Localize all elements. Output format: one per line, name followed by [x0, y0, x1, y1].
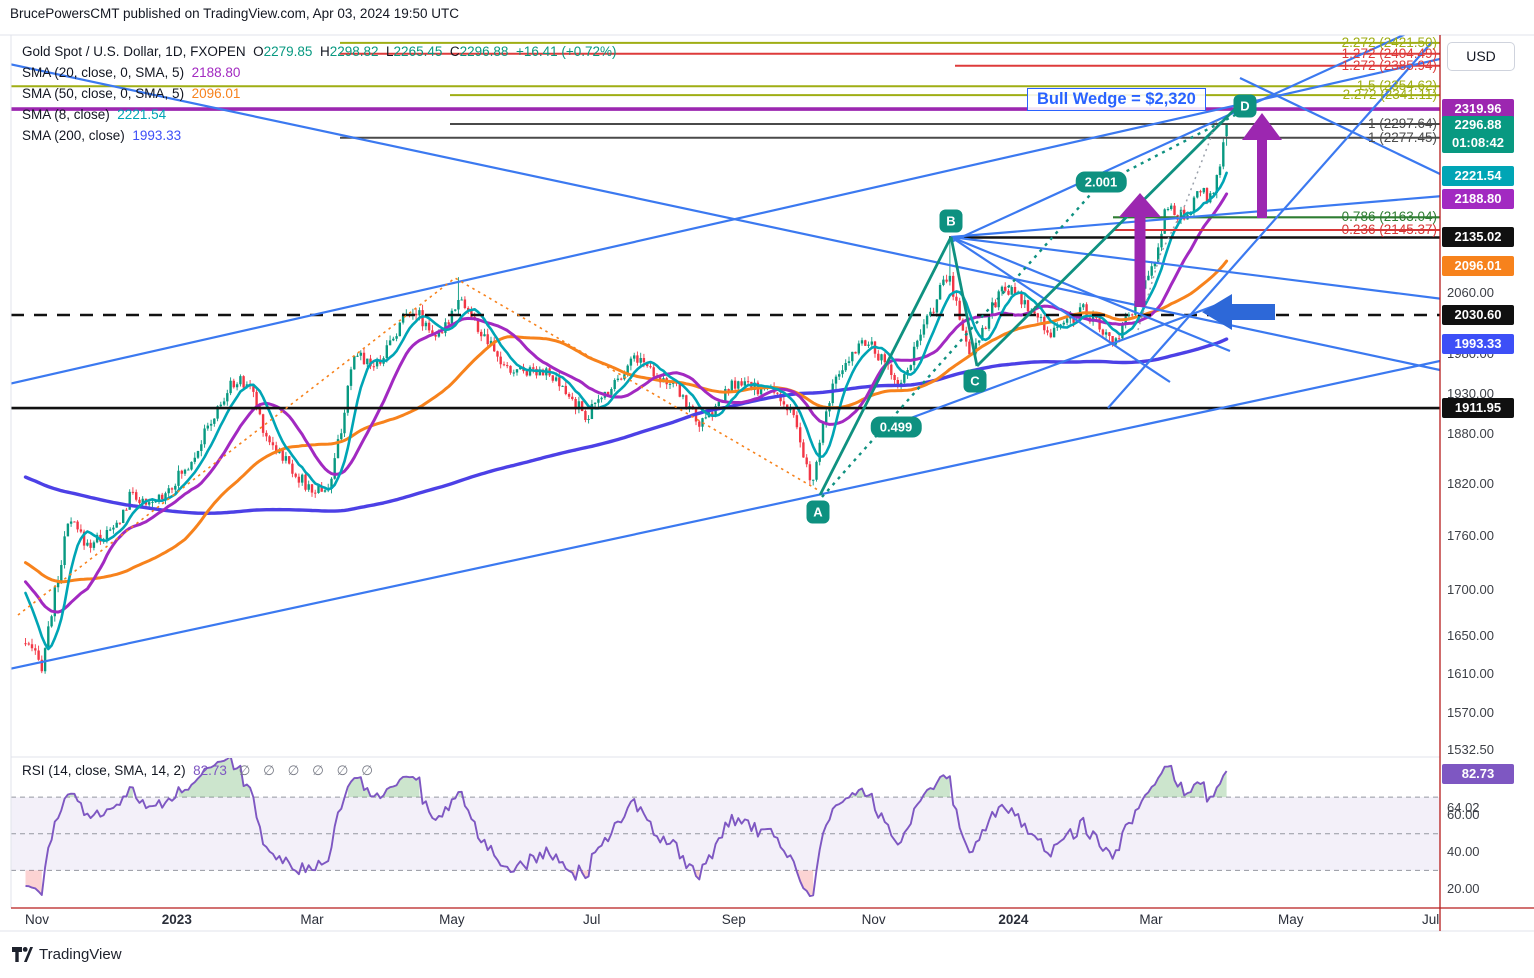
price-badge-2096.01: 2096.01: [1442, 255, 1514, 276]
price-tick: 1760.00: [1447, 528, 1494, 544]
time-label-Nov: Nov: [861, 912, 886, 927]
time-label-2023: 2023: [161, 912, 192, 927]
time-label-Jul: Jul: [1421, 912, 1440, 927]
time-label-Mar: Mar: [1139, 912, 1163, 927]
time-label-Jul: Jul: [583, 912, 601, 927]
time-label-Sep: Sep: [721, 912, 746, 927]
rsi-tick: 40.00: [1447, 844, 1480, 860]
fib-label: 1.5 (2354.62): [1356, 78, 1437, 94]
ohlc-close-label: C: [449, 44, 460, 59]
ohlc-low-label: L: [386, 44, 394, 59]
price-tick: 1700.00: [1447, 581, 1494, 597]
point-badge-B[interactable]: B: [939, 209, 963, 233]
rsi-tick: 64.02: [1447, 800, 1480, 816]
price-tick: 1930.00: [1447, 385, 1494, 401]
price-tick: 1610.00: [1447, 665, 1494, 681]
sma8-value: 2221.54: [117, 107, 167, 122]
ohlc-high-label: H: [319, 44, 330, 59]
price-tick: 1650.00: [1447, 627, 1494, 643]
price-badge-2221.54: 2221.54: [1442, 166, 1514, 187]
indicator-row-sma8[interactable]: SMA (8, close) 2221.54: [22, 104, 617, 125]
price-tick: 1880.00: [1447, 426, 1494, 442]
fib-label: 1 (2277.45): [1367, 129, 1437, 145]
ohlc-close: 2296.88: [459, 44, 509, 59]
sma20-label: SMA (20, close, 0, SMA, 5): [22, 65, 185, 80]
sma8-label: SMA (8, close): [22, 107, 110, 122]
sma50-label: SMA (50, close, 0, SMA, 5): [22, 86, 185, 101]
price-tick: 1820.00: [1447, 476, 1494, 492]
symbol-title: Gold Spot / U.S. Dollar, 1D, FXOPEN: [22, 44, 246, 59]
time-label-May: May: [1278, 912, 1304, 927]
sma200-value: 1993.33: [132, 128, 182, 143]
publish-header: BrucePowersCMT published on TradingView.…: [10, 6, 459, 21]
price-badge-1993.33: 1993.33: [1442, 333, 1514, 354]
rsi-value: 82.73: [193, 763, 227, 778]
ohlc-open: 2279.85: [263, 44, 313, 59]
indicator-row-sma200[interactable]: SMA (200, close) 1993.33: [22, 125, 617, 146]
rsi-empty-values: ∅ ∅ ∅ ∅ ∅ ∅: [238, 763, 373, 778]
price-badge-2319.96: 2319.96: [1442, 99, 1514, 120]
price-badge-2030.60: 2030.60: [1442, 305, 1514, 325]
price-badge-2135.02: 2135.02: [1442, 227, 1514, 248]
sma50-value: 2096.01: [191, 86, 241, 101]
indicator-row-sma20[interactable]: SMA (20, close, 0, SMA, 5) 2188.80: [22, 62, 617, 83]
change-value: +16.41 (+0.72%): [515, 44, 617, 59]
time-label-Mar: Mar: [300, 912, 324, 927]
ohlc-high: 2298.82: [329, 44, 379, 59]
rsi-badge: 82.73: [1442, 763, 1514, 784]
fib-label: 2.272 (2421.50): [1341, 34, 1437, 50]
sma200-label: SMA (200, close): [22, 128, 125, 143]
price-tick: 1570.00: [1447, 704, 1494, 720]
fib-label: 2.272 (2341.11): [1342, 87, 1437, 103]
point-badge-0.499[interactable]: 0.499: [870, 416, 922, 438]
fib-label: 1 (2297.64): [1367, 116, 1437, 132]
rsi-tick: 20.00: [1447, 880, 1480, 896]
time-label-2024: 2024: [998, 912, 1029, 927]
rsi-legend-row[interactable]: RSI (14, close, SMA, 14, 2) 82.73 ∅ ∅ ∅ …: [22, 763, 373, 779]
ohlc-low: 2265.45: [393, 44, 443, 59]
rsi-label: RSI (14, close, SMA, 14, 2): [22, 763, 186, 778]
indicator-row-sma50[interactable]: SMA (50, close, 0, SMA, 5) 2096.01: [22, 83, 617, 104]
price-badge-2188.80: 2188.80: [1442, 189, 1514, 210]
tradingview-logo-icon: [12, 947, 33, 962]
fib-label: 0.786 (2163.04): [1341, 209, 1437, 225]
price-tick: 2060.00: [1447, 284, 1494, 300]
tradingview-logo-text: TradingView: [39, 946, 122, 963]
chart-legend: Gold Spot / U.S. Dollar, 1D, FXOPEN O227…: [22, 41, 617, 146]
rsi-tick: 60.00: [1447, 807, 1480, 823]
time-label-May: May: [439, 912, 465, 927]
ohlc-open-label: O: [253, 44, 264, 59]
sma20-value: 2188.80: [191, 65, 241, 80]
fib-label: 1.272 (2404.49): [1341, 45, 1437, 61]
price-tick: 1532.50: [1447, 741, 1494, 757]
point-badge-D[interactable]: D: [1233, 94, 1257, 118]
bull-wedge-label[interactable]: Bull Wedge = $2,320: [1027, 88, 1206, 111]
tradingview-logo[interactable]: TradingView: [12, 946, 122, 963]
time-label-Nov: Nov: [24, 912, 50, 927]
point-badge-2.001[interactable]: 2.001: [1075, 171, 1127, 193]
price-badge-1911.95: 1911.95: [1442, 398, 1514, 419]
fib-label: 0.236 (2145.37): [1341, 222, 1437, 238]
currency-toggle-button[interactable]: USD: [1447, 42, 1515, 71]
fib-label: 1.272 (2385.94): [1341, 57, 1437, 73]
symbol-legend-row[interactable]: Gold Spot / U.S. Dollar, 1D, FXOPEN O227…: [22, 41, 617, 62]
price-badge-2296.88: 2296.88 01:08:42: [1442, 115, 1514, 153]
point-badge-C[interactable]: C: [963, 369, 987, 393]
point-badge-A[interactable]: A: [806, 500, 830, 524]
